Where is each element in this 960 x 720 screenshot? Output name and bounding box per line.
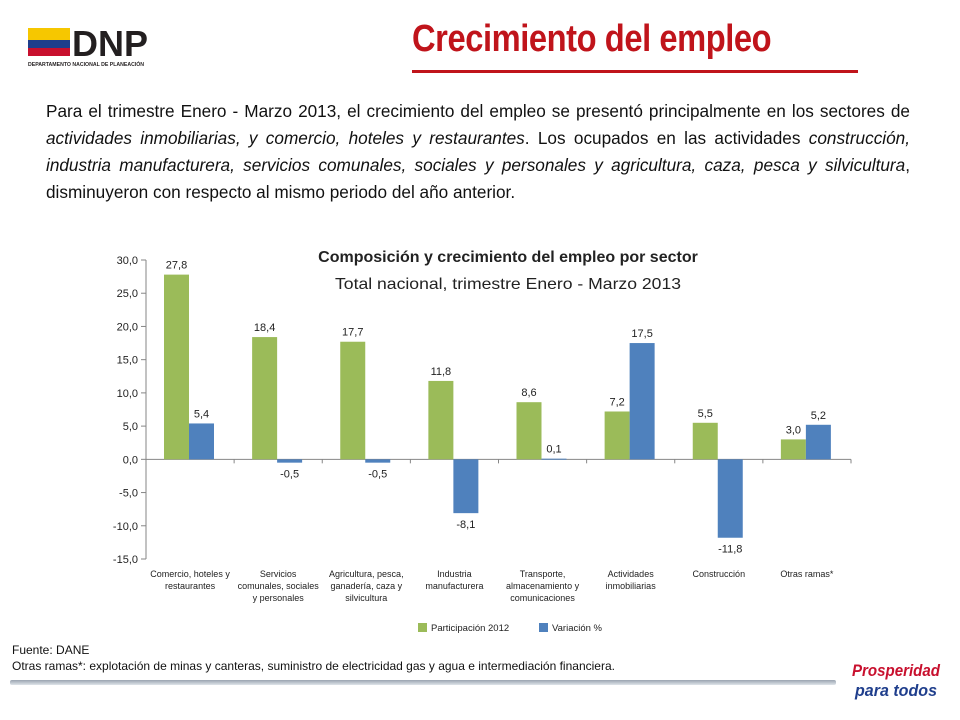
y-tick-label: 10,0 — [117, 388, 138, 400]
badge-line-1: Prosperidad — [852, 661, 941, 680]
category-label: comunicaciones — [510, 593, 575, 603]
y-tick-label: 25,0 — [117, 288, 138, 300]
data-label: 5,5 — [698, 408, 713, 420]
dnp-logo: DNP DEPARTAMENTO NACIONAL DE PLANEACIÓN — [28, 23, 148, 68]
intro-text-1: Para el trimestre Enero - Marzo 2013, el… — [46, 101, 910, 121]
legend-swatch — [418, 623, 427, 632]
bar-participacion — [164, 274, 189, 460]
intro-text-3: . Los ocupados en las actividades — [524, 128, 809, 148]
footnote-text: Otras ramas*: explotación de minas y can… — [12, 659, 615, 673]
intro-text-5: , disminuyeron con respecto al mismo per… — [46, 155, 910, 202]
intro-text-2: actividades inmobiliarias, y comercio, h… — [46, 128, 525, 148]
y-tick-label: 30,0 — [117, 255, 138, 267]
y-tick-label: 5,0 — [123, 421, 138, 433]
legend-swatch — [539, 623, 548, 632]
category-label: Industria — [437, 569, 472, 579]
category-label: Construcción — [693, 569, 746, 579]
bar-participacion — [516, 402, 542, 460]
bar-participacion — [604, 411, 630, 460]
y-tick-label: -15,0 — [113, 554, 138, 566]
flag-blue — [28, 40, 70, 48]
badge-line-2: para todos — [854, 681, 937, 700]
bar-variacion — [189, 423, 214, 460]
category-label: ganadería, caza y — [331, 581, 403, 591]
y-tick-label: -10,0 — [113, 521, 138, 533]
data-label: 0,1 — [546, 444, 561, 456]
data-label: 3,0 — [786, 424, 801, 436]
bar-participacion — [340, 341, 366, 460]
data-label: 18,4 — [254, 322, 275, 334]
y-tick-label: 15,0 — [117, 355, 138, 367]
bar-participacion — [252, 337, 278, 460]
data-label: 5,4 — [194, 408, 209, 420]
category-label: Actividades — [608, 569, 655, 579]
logo-text: DNP — [72, 23, 148, 64]
bar-participacion — [692, 422, 718, 460]
page-title: Crecimiento del empleo — [412, 18, 772, 60]
data-label: -0,5 — [280, 469, 299, 481]
data-label: 17,7 — [342, 327, 363, 339]
category-label: Transporte, — [520, 569, 566, 579]
bar-variacion — [805, 424, 831, 460]
y-tick-label: 20,0 — [117, 321, 138, 333]
bar-participacion — [428, 380, 454, 460]
logo-subtitle: DEPARTAMENTO NACIONAL DE PLANEACIÓN — [28, 60, 144, 68]
source-note: Fuente: DANE Otras ramas*: explotación d… — [12, 642, 615, 674]
data-label: 11,8 — [431, 366, 452, 378]
data-label: -11,8 — [718, 544, 742, 556]
data-label: 5,2 — [811, 410, 826, 422]
intro-paragraph: Para el trimestre Enero - Marzo 2013, el… — [46, 98, 910, 206]
bar-participacion — [780, 439, 806, 460]
legend-label: Participación 2012 — [431, 623, 509, 634]
category-label: y personales — [253, 593, 305, 603]
category-label: manufacturera — [425, 581, 483, 591]
flag-yellow — [28, 28, 70, 40]
bar-variacion — [717, 459, 743, 538]
y-tick-label: 0,0 — [123, 454, 138, 466]
badge-background — [848, 656, 944, 702]
bar-variacion — [365, 459, 391, 463]
flag-red — [28, 48, 70, 56]
chart-subtitle: Total nacional, trimestre Enero - Marzo … — [335, 276, 681, 293]
data-label: 8,6 — [521, 387, 536, 399]
category-label: Agricultura, pesca, — [329, 569, 404, 579]
data-label: 7,2 — [609, 396, 624, 408]
category-label: Comercio, hoteles y — [150, 569, 230, 579]
data-label: 17,5 — [631, 328, 652, 340]
category-label: almacenamiento y — [506, 581, 580, 591]
title-underline — [412, 70, 858, 73]
bar-variacion — [453, 459, 479, 514]
data-label: -0,5 — [368, 469, 387, 481]
data-label: -8,1 — [456, 519, 475, 531]
chart-title: Composición y crecimiento del empleo por… — [318, 249, 698, 266]
bar-variacion — [277, 459, 303, 463]
data-label: 27,8 — [166, 260, 187, 272]
footer-divider — [10, 680, 836, 685]
category-label: inmobiliarias — [606, 581, 657, 591]
y-tick-label: -5,0 — [119, 488, 138, 500]
legend-label: Variación % — [552, 623, 603, 634]
bar-variacion — [629, 343, 655, 460]
prosperidad-badge: Prosperidad para todos — [848, 656, 944, 702]
source-text: Fuente: DANE — [12, 643, 90, 657]
category-label: Servicios — [260, 569, 297, 579]
category-label: silvicultura — [345, 593, 387, 603]
intro-text-4: construcción, industria manufacturera, s… — [46, 128, 910, 175]
category-label: Otras ramas* — [780, 569, 834, 579]
category-label: comunales, sociales — [238, 581, 320, 591]
category-label: restaurantes — [165, 581, 216, 591]
bar-variacion — [541, 458, 567, 460]
